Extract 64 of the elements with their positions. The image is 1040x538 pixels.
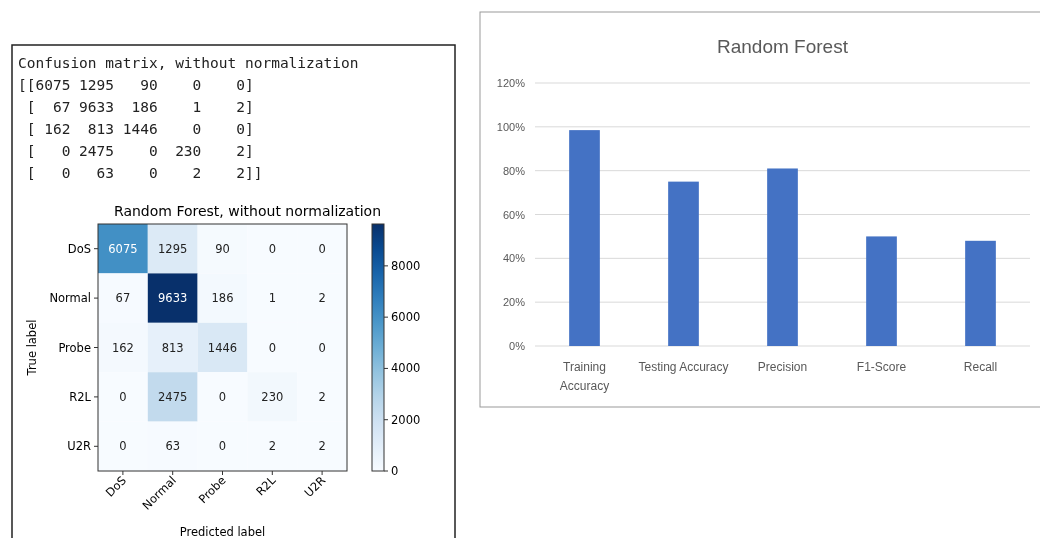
x-tick-label: Training Accuracy [559,360,610,393]
x-tick-label: Testing Accuracy [638,360,729,374]
text: [ 162 813 1446 0 0] [18,121,254,137]
data-label: 67 [115,291,131,306]
bar [866,236,897,346]
data-label: 2475 [158,389,188,404]
data-label: 1 [268,291,276,306]
text: [ 67 9633 186 1 2] [18,99,254,115]
data-label: 230 [261,389,284,404]
x-tick-label: Recall [963,360,998,374]
text: [[6075 1295 90 0 0] [18,77,254,93]
y-tick-label: Normal [49,291,91,306]
data-label: 0 [218,439,227,454]
x-axis-title: Predicted label [179,525,266,538]
data-label: 9633 [158,291,188,306]
color-bar-label: 2000 [391,412,421,427]
x-tick-label: Precision [757,360,808,374]
y-tick-label: 60% [502,208,526,221]
data-label: 186 [211,291,234,306]
x-tick-label: U2R [301,473,329,500]
chart-title: Random Forest [717,36,849,57]
y-tick-label: DoS [67,241,91,256]
data-label: 0 [218,389,227,404]
data-label: 813 [161,340,184,355]
y-tick-label: 40% [502,252,526,265]
y-tick-label: 120% [496,77,526,89]
data-label: 2 [318,291,326,306]
color-bar-label: 6000 [391,310,421,325]
bar [569,130,600,346]
x-tick-label: R2L [253,472,279,499]
data-label: 2 [318,439,326,454]
data-label: 0 [119,439,127,454]
bar [965,240,996,346]
data-label: 6075 [108,241,138,256]
bar [767,168,798,346]
data-label: 0 [318,340,326,355]
y-tick-label: 0% [509,340,526,352]
data-label: 1295 [158,241,188,256]
y-tick-label: 80% [502,164,526,177]
data-label: 0 [268,340,276,355]
color-bar-label: 8000 [391,258,421,273]
color-bar-label: 4000 [391,361,421,376]
y-tick-label: R2L [69,389,92,404]
data-label: 0 [268,241,276,256]
y-tick-label: 20% [502,296,526,309]
y-tick-label: 100% [496,120,526,133]
y-tick-label: Probe [58,340,91,355]
chart-title: Random Forest, without normalization [113,203,382,219]
text: Confusion matrix, without normalization [18,55,359,71]
data-label: 0 [119,389,127,404]
color-bar-label: 0 [391,464,399,478]
x-tick-label: F1-Score [856,360,907,374]
text: [ 0 63 0 2 2]] [18,165,263,181]
data-label: 63 [165,439,181,454]
data-label: 2 [318,389,326,404]
data-label: 1446 [207,340,238,355]
text: [ 0 2475 0 230 2] [18,143,254,159]
y-axis-title: True label [25,319,39,377]
data-label: 162 [111,340,134,355]
data-label: 90 [215,241,230,256]
bar [668,181,699,346]
data-label: 0 [318,241,326,256]
data-label: 2 [268,439,276,454]
y-tick-label: U2R [67,439,91,454]
